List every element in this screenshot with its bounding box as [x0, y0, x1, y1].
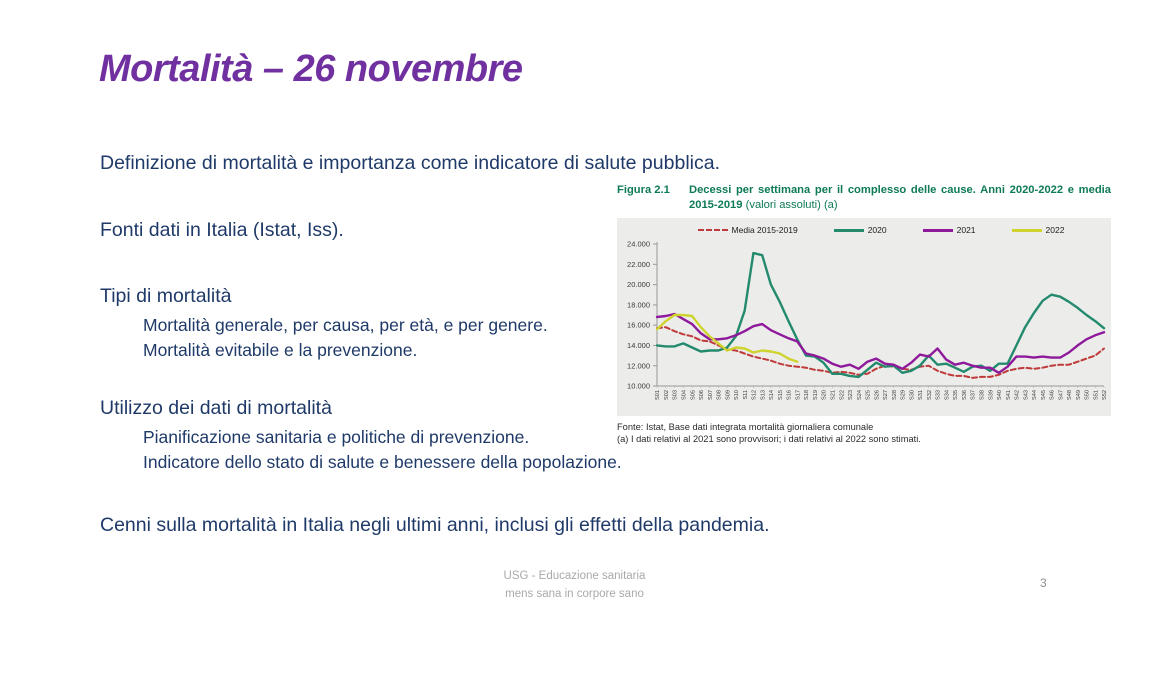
svg-text:S48: S48 — [1067, 390, 1073, 400]
footer-line: mens sana in corpore sano — [505, 588, 644, 601]
body-paragraph: Definizione di mortalità e importanza co… — [100, 152, 720, 174]
svg-text:S08: S08 — [717, 390, 723, 400]
slide-footer: USG - Educazione sanitaria mens sana in … — [0, 567, 1149, 604]
solid-line-swatch — [833, 228, 864, 232]
svg-text:S32: S32 — [927, 390, 933, 400]
legend-label: 2022 — [1045, 225, 1065, 236]
body-paragraph: Utilizzo dei dati di mortalità — [100, 397, 332, 419]
svg-text:S14: S14 — [769, 390, 775, 400]
embedded-figure: Figura 2.1 Decessi per settimana per il … — [617, 183, 1111, 445]
svg-text:18.000: 18.000 — [627, 301, 650, 310]
svg-text:S35: S35 — [953, 390, 959, 400]
svg-text:S33: S33 — [936, 390, 942, 400]
svg-text:S24: S24 — [857, 390, 863, 400]
dashed-line-swatch — [697, 229, 728, 232]
svg-text:S31: S31 — [918, 390, 924, 400]
legend-item-2022: 2022 — [1011, 225, 1065, 236]
svg-text:S49: S49 — [1076, 390, 1082, 400]
svg-text:S21: S21 — [831, 390, 837, 400]
body-subparagraph: Mortalità evitabile e la prevenzione. — [143, 340, 418, 360]
svg-text:S30: S30 — [909, 390, 915, 400]
svg-text:S39: S39 — [988, 390, 994, 400]
svg-text:S13: S13 — [760, 390, 766, 400]
body-subparagraph: Mortalità generale, per causa, per età, … — [143, 315, 548, 335]
svg-text:S07: S07 — [708, 390, 714, 400]
svg-text:S43: S43 — [1023, 390, 1029, 400]
svg-text:S06: S06 — [699, 390, 705, 400]
body-subparagraph: Indicatore dello stato di salute e benes… — [143, 452, 622, 472]
svg-text:S12: S12 — [752, 390, 758, 400]
svg-text:S36: S36 — [962, 390, 968, 400]
footer-line: USG - Educazione sanitaria — [503, 570, 646, 582]
chart-legend: Media 2015-2019 2020 2021 2022 — [651, 222, 1111, 238]
body-paragraph: Cenni sulla mortalità in Italia negli ul… — [100, 514, 770, 536]
body-paragraph: Tipi di mortalità — [100, 285, 232, 307]
svg-text:S50: S50 — [1085, 390, 1091, 400]
svg-text:S10: S10 — [734, 390, 740, 400]
figure-caption-regular: (valori assoluti) (a) — [742, 198, 838, 211]
svg-text:S01: S01 — [655, 390, 661, 400]
page-number: 3 — [1040, 576, 1047, 590]
svg-text:S09: S09 — [725, 390, 731, 400]
svg-text:S38: S38 — [980, 390, 986, 400]
legend-label: 2021 — [956, 225, 976, 236]
svg-text:S19: S19 — [813, 390, 819, 400]
svg-text:S18: S18 — [804, 390, 810, 400]
svg-text:S40: S40 — [997, 390, 1003, 400]
svg-text:S46: S46 — [1050, 390, 1056, 400]
svg-text:12.000: 12.000 — [627, 361, 650, 370]
figure-label: Figura 2.1 — [617, 184, 670, 196]
legend-label: 2020 — [867, 225, 887, 236]
body-paragraph: Fonti dati in Italia (Istat, Iss). — [100, 219, 344, 241]
svg-text:S44: S44 — [1032, 390, 1038, 400]
svg-text:S23: S23 — [848, 390, 854, 400]
legend-item-media: Media 2015-2019 — [697, 225, 798, 236]
svg-text:S16: S16 — [787, 390, 793, 400]
figure-caption-bold: Decessi per settimana per il complesso d… — [689, 184, 1111, 211]
svg-text:16.000: 16.000 — [627, 321, 650, 330]
figure-caption: Figura 2.1 Decessi per settimana per il … — [617, 183, 1111, 212]
svg-text:24.000: 24.000 — [627, 240, 650, 249]
legend-label: Media 2015-2019 — [731, 225, 798, 236]
source-line: Fonte: Istat, Base dati integrata mortal… — [617, 422, 874, 433]
svg-text:S28: S28 — [892, 390, 898, 400]
chart-plot-area: 10.000 12.000 14.000 16.000 18.000 20.000 22.0… — [627, 240, 1108, 400]
svg-text:S45: S45 — [1041, 390, 1047, 400]
svg-text:14.000: 14.000 — [627, 341, 650, 350]
solid-line-swatch — [1011, 228, 1042, 232]
figure-caption-text: Decessi per settimana per il complesso d… — [689, 183, 1111, 212]
line-chart: Media 2015-2019 2020 2021 2022 10.000 12.… — [617, 218, 1111, 417]
svg-text:S11: S11 — [743, 390, 749, 400]
figure-source: Fonte: Istat, Base dati integrata mortal… — [617, 421, 1111, 445]
svg-text:10.000: 10.000 — [627, 382, 650, 391]
svg-text:S34: S34 — [944, 390, 950, 400]
svg-text:S20: S20 — [822, 390, 828, 400]
svg-text:S03: S03 — [673, 390, 679, 400]
body-subparagraph: Pianificazione sanitaria e politiche di … — [143, 427, 530, 447]
svg-text:S41: S41 — [1006, 390, 1012, 400]
svg-text:S51: S51 — [1093, 390, 1099, 400]
svg-text:20.000: 20.000 — [627, 280, 650, 289]
svg-text:S22: S22 — [839, 390, 845, 400]
svg-text:S04: S04 — [682, 390, 688, 400]
svg-text:S42: S42 — [1015, 390, 1021, 400]
svg-text:S47: S47 — [1058, 390, 1064, 400]
svg-text:S02: S02 — [664, 390, 670, 400]
page-title: Mortalità – 26 novembre — [99, 48, 523, 90]
svg-text:22.000: 22.000 — [627, 260, 650, 269]
legend-item-2020: 2020 — [833, 225, 887, 236]
svg-text:S37: S37 — [971, 390, 977, 400]
svg-text:S15: S15 — [778, 390, 784, 400]
legend-item-2021: 2021 — [922, 225, 976, 236]
solid-line-swatch — [922, 228, 953, 232]
svg-text:S26: S26 — [874, 390, 880, 400]
svg-text:S05: S05 — [690, 390, 696, 400]
svg-text:S52: S52 — [1102, 390, 1108, 400]
svg-text:S27: S27 — [883, 390, 889, 400]
svg-text:S17: S17 — [795, 390, 801, 400]
svg-text:S29: S29 — [901, 390, 907, 400]
svg-text:S25: S25 — [866, 390, 872, 400]
source-note: (a) I dati relativi al 2021 sono provvis… — [617, 434, 921, 445]
